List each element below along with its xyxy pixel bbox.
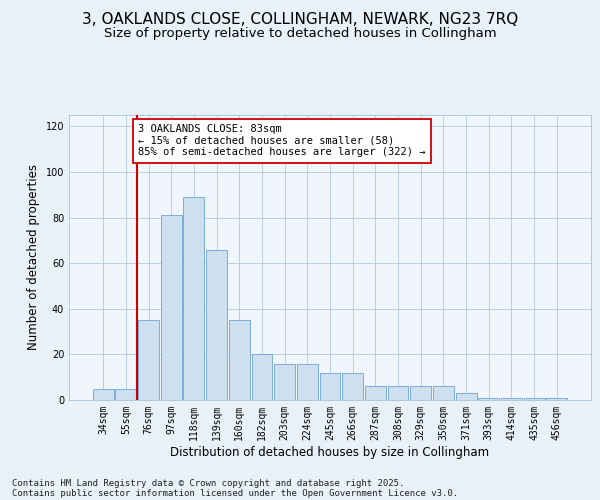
Bar <box>433 386 454 400</box>
Bar <box>161 216 182 400</box>
Bar <box>478 398 499 400</box>
Text: 3 OAKLANDS CLOSE: 83sqm
← 15% of detached houses are smaller (58)
85% of semi-de: 3 OAKLANDS CLOSE: 83sqm ← 15% of detache… <box>139 124 426 158</box>
Text: Contains HM Land Registry data © Crown copyright and database right 2025.: Contains HM Land Registry data © Crown c… <box>12 478 404 488</box>
Bar <box>274 364 295 400</box>
Bar <box>229 320 250 400</box>
Y-axis label: Number of detached properties: Number of detached properties <box>27 164 40 350</box>
Bar <box>320 372 340 400</box>
Bar <box>115 388 136 400</box>
Bar <box>138 320 159 400</box>
Text: Size of property relative to detached houses in Collingham: Size of property relative to detached ho… <box>104 28 496 40</box>
Bar <box>410 386 431 400</box>
Text: 3, OAKLANDS CLOSE, COLLINGHAM, NEWARK, NG23 7RQ: 3, OAKLANDS CLOSE, COLLINGHAM, NEWARK, N… <box>82 12 518 28</box>
Bar <box>184 197 205 400</box>
Bar <box>297 364 318 400</box>
Bar <box>342 372 363 400</box>
Bar <box>93 388 113 400</box>
Bar <box>206 250 227 400</box>
Bar <box>501 398 522 400</box>
Bar <box>251 354 272 400</box>
Bar <box>365 386 386 400</box>
X-axis label: Distribution of detached houses by size in Collingham: Distribution of detached houses by size … <box>170 446 490 458</box>
Bar <box>547 398 567 400</box>
Text: Contains public sector information licensed under the Open Government Licence v3: Contains public sector information licen… <box>12 488 458 498</box>
Bar <box>455 393 476 400</box>
Bar <box>524 398 545 400</box>
Bar <box>388 386 409 400</box>
